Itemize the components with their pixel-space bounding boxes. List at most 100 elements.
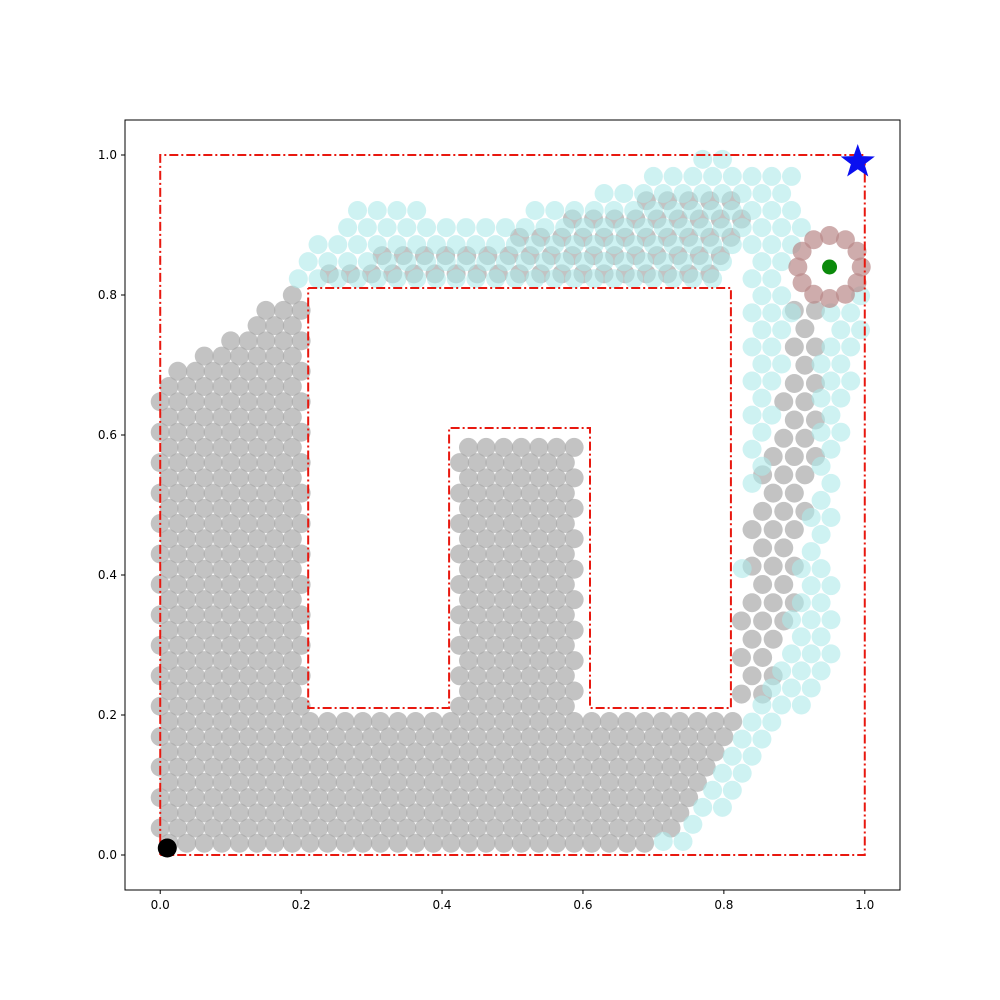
sample-point <box>529 620 549 640</box>
sample-point <box>441 711 461 731</box>
sample-point <box>520 788 540 808</box>
sample-point <box>520 605 540 625</box>
sample-point <box>529 803 549 823</box>
sample-point <box>185 788 205 808</box>
sample-point <box>291 666 311 686</box>
sample-point <box>476 437 496 457</box>
sample-point <box>221 605 241 625</box>
sample-point <box>256 666 276 686</box>
sample-point <box>742 439 762 459</box>
sample-point <box>511 437 531 457</box>
sample-point <box>476 468 496 488</box>
sample-point <box>265 498 285 518</box>
sample-point <box>159 559 179 579</box>
sample-point <box>538 818 558 838</box>
sample-point <box>344 727 364 747</box>
axes-frame <box>124 119 901 891</box>
sample-point <box>791 593 811 613</box>
sample-point <box>335 772 355 792</box>
x-tick-label: 0.4 <box>432 898 451 912</box>
sample-point <box>752 456 772 476</box>
sample-point <box>511 529 531 549</box>
sample-point <box>221 635 241 655</box>
sample-point <box>696 757 716 777</box>
sample-point <box>265 833 285 853</box>
sample-point <box>441 772 461 792</box>
sample-point <box>388 711 408 731</box>
sample-point <box>564 681 584 701</box>
sample-point <box>753 611 773 631</box>
sample-point <box>791 627 811 647</box>
sample-point <box>723 711 743 731</box>
sample-point <box>282 651 302 671</box>
sample-point <box>309 788 329 808</box>
sample-point <box>573 727 593 747</box>
sample-point <box>370 833 390 853</box>
sample-point <box>784 373 804 393</box>
sample-point <box>282 590 302 610</box>
sample-point <box>774 465 794 485</box>
sample-point <box>495 218 515 238</box>
sample-point <box>423 803 443 823</box>
sample-point <box>212 377 232 397</box>
sample-point <box>476 498 496 518</box>
x-tick-label: 0.6 <box>573 898 592 912</box>
sample-point <box>256 331 276 351</box>
sample-point <box>300 772 320 792</box>
sample-point <box>742 520 762 540</box>
sample-point <box>185 392 205 412</box>
sample-point <box>212 407 232 427</box>
sample-point <box>821 371 841 391</box>
sample-point <box>159 590 179 610</box>
sample-point <box>308 235 328 255</box>
sample-point <box>406 803 426 823</box>
sample-point <box>291 483 311 503</box>
sample-point <box>555 788 575 808</box>
sample-point <box>274 483 294 503</box>
sample-point <box>247 437 267 457</box>
boundaries <box>159 154 866 856</box>
x-tick-label: 0.0 <box>151 898 170 912</box>
sample-point <box>545 269 565 289</box>
sample-point <box>458 590 478 610</box>
sample-point <box>397 757 417 777</box>
sample-point <box>185 635 205 655</box>
sample-point <box>159 529 179 549</box>
sample-point <box>774 501 794 521</box>
sample-point <box>229 651 249 671</box>
sample-point <box>221 666 241 686</box>
sample-point <box>511 803 531 823</box>
sample-point <box>831 422 851 442</box>
sample-point <box>274 818 294 838</box>
sample-point <box>203 453 223 473</box>
sample-point <box>511 681 531 701</box>
sample-point <box>683 166 703 186</box>
sample-point <box>529 590 549 610</box>
sample-point <box>414 818 434 838</box>
sample-point <box>256 757 276 777</box>
sample-point <box>584 201 604 221</box>
sample-point <box>503 757 522 777</box>
sample-point <box>555 483 575 503</box>
sample-point <box>456 218 476 238</box>
sample-point <box>782 644 801 664</box>
sample-point <box>811 354 831 374</box>
sample-point <box>247 346 267 366</box>
sample-point <box>752 183 772 203</box>
sample-point <box>150 818 170 838</box>
sample-point <box>608 727 628 747</box>
sample-point <box>414 727 434 747</box>
sample-point <box>573 757 593 777</box>
sample-point <box>212 681 232 701</box>
sample-point <box>238 483 258 503</box>
sample-point <box>185 727 205 747</box>
sample-point <box>450 696 470 716</box>
sample-point <box>458 651 478 671</box>
sample-point <box>503 727 522 747</box>
sample-point <box>265 377 285 397</box>
sample-point <box>436 252 456 272</box>
sample-point <box>212 651 232 671</box>
sample-point <box>712 797 732 817</box>
sample-point <box>185 757 205 777</box>
sample-point <box>614 218 634 238</box>
